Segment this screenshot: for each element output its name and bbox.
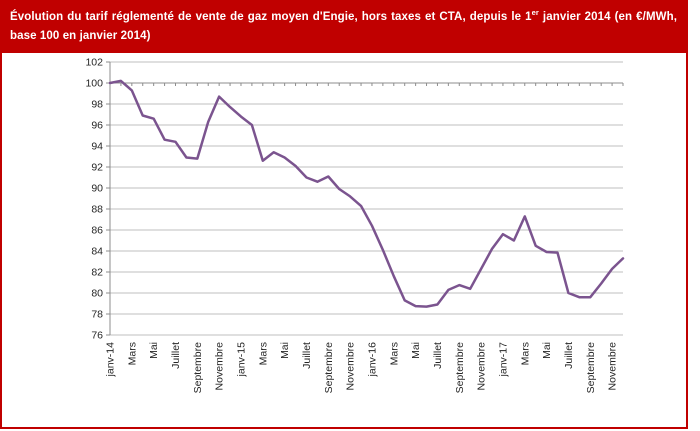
page-title: Évolution du tarif réglementé de vente d… [10, 8, 678, 42]
x-tick-label: Novembre [476, 342, 488, 391]
title-superscript: er [531, 8, 539, 17]
x-tick-label: Juillet [301, 342, 313, 369]
tariff-line-chart: 76 78 80 82 84 86 88 90 92 94 96 98 100 102 janv-14 Mar… [85, 57, 625, 394]
x-tick-label: Mai [410, 342, 422, 359]
x-tick-label: Mars [126, 342, 138, 365]
x-tick-label: Mars [519, 342, 531, 365]
x-tick-label: Mai [279, 342, 291, 359]
y-tick-label: 78 [91, 309, 103, 321]
y-tick-label: 94 [91, 141, 103, 153]
x-tick-label: janv-16 [366, 342, 378, 378]
y-tick-label: 82 [91, 267, 103, 279]
y-tick-label: 90 [91, 183, 103, 195]
x-tick-label: Juillet [170, 342, 182, 369]
x-tick-label: Septembre [454, 342, 466, 394]
chart-frame: Évolution du tarif réglementé de vente d… [0, 0, 688, 429]
x-tick-label: Juillet [432, 342, 444, 369]
y-tick-label: 96 [91, 120, 103, 132]
x-tick-label: Mars [257, 342, 269, 365]
x-tick-label: janv-17 [497, 342, 509, 378]
y-tick-label: 88 [91, 204, 103, 216]
y-tick-label: 100 [85, 78, 103, 90]
y-tick-label: 76 [91, 330, 103, 342]
y-tick-label: 84 [91, 246, 103, 258]
x-tick-label: Septembre [585, 342, 597, 394]
y-tick-label: 92 [91, 162, 103, 174]
y-tick-label: 102 [85, 57, 103, 69]
y-tick-label: 86 [91, 225, 103, 237]
x-tick-label: janv-15 [235, 342, 247, 378]
x-tick-label: Septembre [323, 342, 335, 394]
x-tick-label: janv-14 [105, 342, 117, 378]
y-tick-label: 80 [91, 288, 103, 300]
y-tick-label: 98 [91, 99, 103, 111]
tariff-series-line [108, 79, 625, 308]
x-tick-label: Novembre [214, 342, 226, 391]
x-tick-label: Mars [388, 342, 400, 365]
x-tick-label: Novembre [345, 342, 357, 391]
x-tick-label: Juillet [563, 342, 575, 369]
title-banner: Évolution du tarif réglementé de vente d… [2, 2, 686, 53]
x-tick-label: Septembre [192, 342, 204, 394]
x-tick-label: Novembre [607, 342, 619, 391]
x-tick-label: Mai [148, 342, 160, 359]
x-tick-label: Mai [541, 342, 553, 359]
